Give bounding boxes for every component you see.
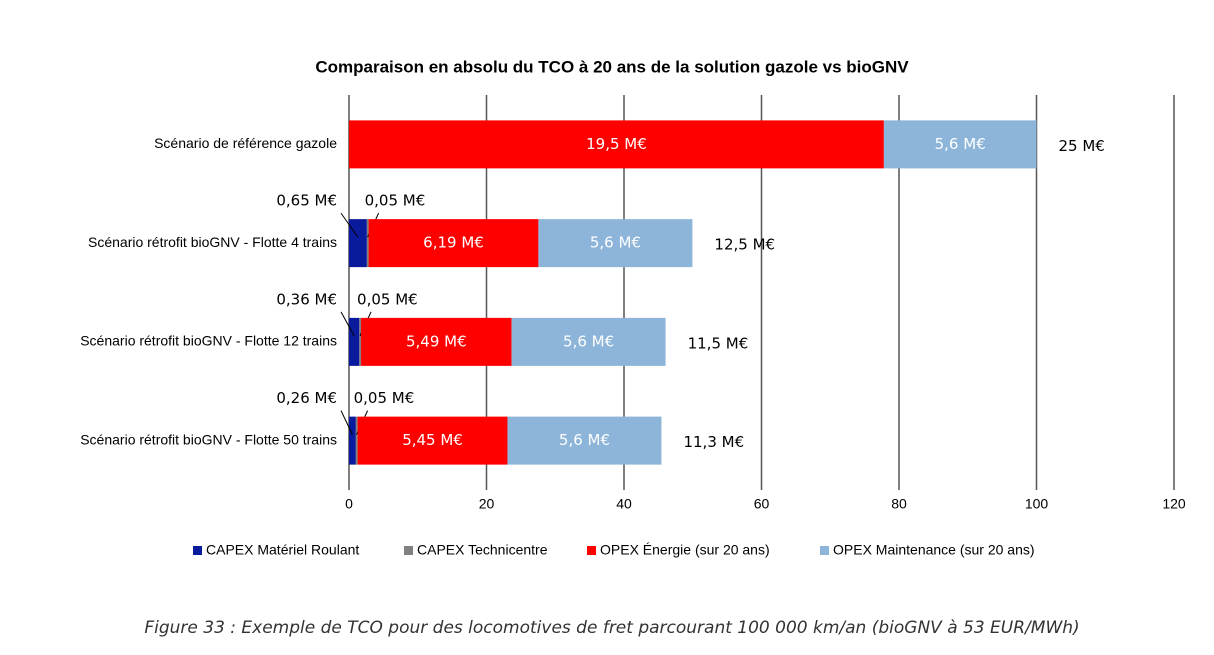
legend-swatch (587, 546, 596, 555)
y-tick-label: Scénario rétrofit bioGNV - Flotte 50 tra… (80, 431, 337, 447)
bar-segment (511, 317, 666, 366)
data-label: 0,36 M€ (276, 290, 337, 308)
y-tick-label: Scénario rétrofit bioGNV - Flotte 12 tra… (80, 333, 337, 349)
leader-line (340, 410, 353, 435)
x-tick-label: 0 (345, 496, 353, 512)
data-label: 5,6 M€ (559, 431, 610, 449)
bar-segment (349, 120, 884, 169)
bar-segment (883, 120, 1037, 169)
data-label: 5,6 M€ (935, 135, 986, 153)
legend-swatch (820, 546, 829, 555)
bar-segment (366, 219, 369, 268)
legend-label: OPEX Maintenance (sur 20 ans) (833, 542, 1035, 558)
x-tick-label: 60 (754, 496, 770, 512)
bar-segment (361, 317, 512, 366)
y-tick-label: Scénario rétrofit bioGNV - Flotte 4 trai… (88, 234, 337, 250)
legend-swatch (404, 546, 413, 555)
caption: Figure 33 : Exemple de TCO pour des loco… (144, 618, 1079, 638)
data-label: 19,5 M€ (586, 135, 647, 153)
bar-segment (349, 219, 367, 268)
bar-segment (349, 317, 360, 366)
data-label: 0,05 M€ (357, 290, 418, 308)
chart-title: Comparaison en absolu du TCO à 20 ans de… (315, 57, 909, 76)
data-label: 5,49 M€ (406, 332, 467, 350)
total-label: 11,3 M€ (683, 433, 744, 451)
legend-swatch (193, 546, 202, 555)
data-label: 0,65 M€ (276, 192, 337, 210)
data-label: 0,05 M€ (365, 192, 426, 210)
data-label: 6,19 M€ (423, 234, 484, 252)
data-label: 5,45 M€ (402, 431, 463, 449)
legend-label: CAPEX Technicentre (417, 542, 548, 558)
bar-segment (359, 317, 362, 366)
total-label: 12,5 M€ (714, 236, 775, 254)
legend-label: CAPEX Matériel Roulant (206, 542, 359, 558)
bar-segment (507, 416, 662, 465)
leader-line (340, 311, 355, 337)
bar-segment (538, 219, 693, 268)
x-tick-label: 20 (479, 496, 495, 512)
y-tick-label: Scénario de référence gazole (154, 135, 337, 151)
bar-segment (355, 416, 358, 465)
total-label: 11,5 M€ (688, 334, 749, 352)
legend-label: OPEX Énergie (sur 20 ans) (600, 542, 770, 558)
x-tick-label: 120 (1162, 496, 1186, 512)
x-tick-label: 100 (1025, 496, 1049, 512)
x-tick-label: 80 (891, 496, 907, 512)
x-tick-label: 40 (616, 496, 632, 512)
leader-line (340, 212, 359, 238)
data-label: 5,6 M€ (590, 234, 641, 252)
data-label: 0,05 M€ (354, 389, 415, 407)
data-label: 5,6 M€ (563, 332, 614, 350)
bar-segment (368, 219, 539, 268)
total-label: 25 M€ (1059, 137, 1105, 155)
data-label: 0,26 M€ (276, 389, 337, 407)
bar-segment (357, 416, 508, 465)
bar-segment (349, 416, 356, 465)
